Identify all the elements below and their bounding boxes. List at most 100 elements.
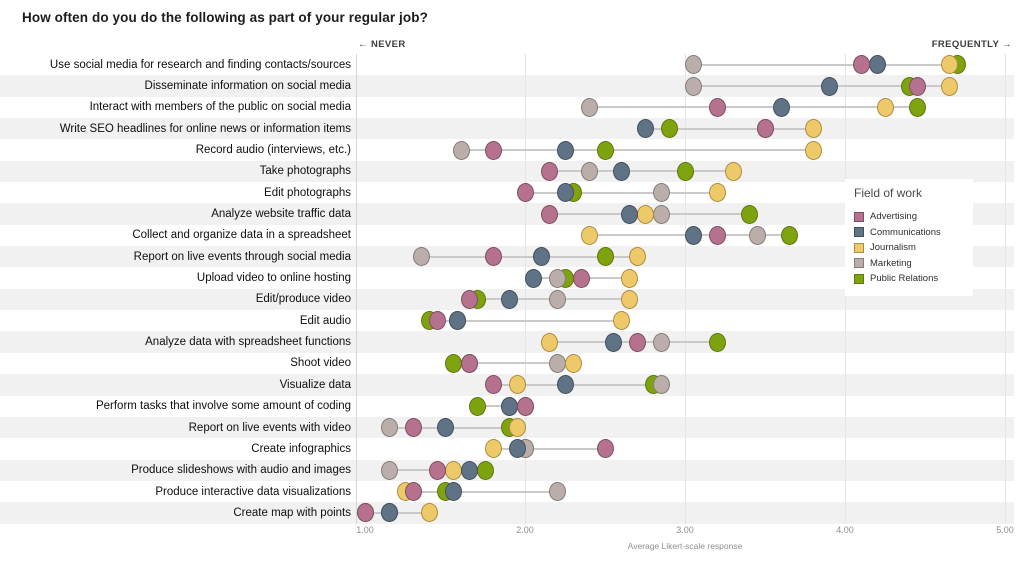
dot-marketing[interactable] <box>548 289 566 309</box>
dot-advertising[interactable] <box>404 482 422 502</box>
dot-communications[interactable] <box>460 460 478 480</box>
dot-communications[interactable] <box>556 140 574 160</box>
dot-marketing[interactable] <box>652 204 670 224</box>
dot-advertising[interactable] <box>428 311 446 331</box>
dot-advertising[interactable] <box>596 439 614 459</box>
dot-advertising[interactable] <box>852 55 870 75</box>
dot-marketing[interactable] <box>548 268 566 288</box>
dot-journalism[interactable] <box>564 353 582 373</box>
dot-advertising[interactable] <box>484 247 502 267</box>
dot-journalism[interactable] <box>636 204 654 224</box>
dot-advertising[interactable] <box>628 332 646 352</box>
legend-item-marketing[interactable]: Marketing <box>854 256 965 272</box>
dot-journalism[interactable] <box>804 140 822 160</box>
dot-journalism[interactable] <box>508 375 526 395</box>
dot-communications[interactable] <box>620 204 638 224</box>
dot-marketing[interactable] <box>580 161 598 181</box>
dot-communications[interactable] <box>772 97 790 117</box>
dot-advertising[interactable] <box>484 375 502 395</box>
dot-communications[interactable] <box>444 482 462 502</box>
dot-journalism[interactable] <box>420 503 438 523</box>
gridline <box>525 224 526 247</box>
dot-journalism[interactable] <box>708 183 726 203</box>
dot-advertising[interactable] <box>756 119 774 139</box>
dot-advertising[interactable] <box>460 353 478 373</box>
dot-advertising[interactable] <box>460 289 478 309</box>
dot-journalism[interactable] <box>540 332 558 352</box>
dot-marketing[interactable] <box>452 140 470 160</box>
dot-advertising[interactable] <box>428 460 446 480</box>
dot-public-relations[interactable] <box>444 353 462 373</box>
dot-communications[interactable] <box>436 418 454 438</box>
dot-communications[interactable] <box>500 289 518 309</box>
dot-journalism[interactable] <box>484 439 502 459</box>
dot-journalism[interactable] <box>628 247 646 267</box>
dot-communications[interactable] <box>532 247 550 267</box>
dot-marketing[interactable] <box>380 418 398 438</box>
dot-journalism[interactable] <box>620 289 638 309</box>
legend-item-journalism[interactable]: Journalism <box>854 240 965 256</box>
dot-journalism[interactable] <box>580 225 598 245</box>
dot-journalism[interactable] <box>444 460 462 480</box>
dot-communications[interactable] <box>868 55 886 75</box>
dot-marketing[interactable] <box>652 332 670 352</box>
dot-journalism[interactable] <box>876 97 894 117</box>
dot-communications[interactable] <box>380 503 398 523</box>
dot-communications[interactable] <box>449 311 467 331</box>
dot-public-relations[interactable] <box>468 396 486 416</box>
dot-journalism[interactable] <box>612 311 630 331</box>
dot-public-relations[interactable] <box>780 225 798 245</box>
dot-journalism[interactable] <box>724 161 742 181</box>
dot-marketing[interactable] <box>580 97 598 117</box>
dot-advertising[interactable] <box>516 396 534 416</box>
dot-public-relations[interactable] <box>476 460 494 480</box>
dot-marketing[interactable] <box>684 76 702 96</box>
dot-journalism[interactable] <box>620 268 638 288</box>
dot-public-relations[interactable] <box>740 204 758 224</box>
dot-communications[interactable] <box>524 268 542 288</box>
dot-communications[interactable] <box>604 332 622 352</box>
dot-communications[interactable] <box>612 161 630 181</box>
dot-advertising[interactable] <box>516 183 534 203</box>
dot-advertising[interactable] <box>708 225 726 245</box>
dot-advertising[interactable] <box>356 503 374 523</box>
dot-marketing[interactable] <box>652 375 670 395</box>
dot-marketing[interactable] <box>380 460 398 480</box>
dot-marketing[interactable] <box>652 183 670 203</box>
axis-line <box>356 459 357 481</box>
dot-communications[interactable] <box>684 225 702 245</box>
dot-journalism[interactable] <box>940 76 958 96</box>
dot-communications[interactable] <box>636 119 654 139</box>
dot-marketing[interactable] <box>548 353 566 373</box>
dot-marketing[interactable] <box>684 55 702 75</box>
dot-journalism[interactable] <box>508 418 526 438</box>
dot-public-relations[interactable] <box>908 97 926 117</box>
dot-advertising[interactable] <box>404 418 422 438</box>
dot-public-relations[interactable] <box>596 247 614 267</box>
dot-advertising[interactable] <box>708 97 726 117</box>
dot-communications[interactable] <box>508 439 526 459</box>
dot-public-relations[interactable] <box>676 161 694 181</box>
dot-advertising[interactable] <box>908 76 926 96</box>
dot-public-relations[interactable] <box>596 140 614 160</box>
dot-communications[interactable] <box>556 375 574 395</box>
dot-marketing[interactable] <box>748 225 766 245</box>
dot-marketing[interactable] <box>548 482 566 502</box>
dot-marketing[interactable] <box>412 247 430 267</box>
dot-public-relations[interactable] <box>708 332 726 352</box>
dot-public-relations[interactable] <box>660 119 678 139</box>
scale-header: ← NEVER FREQUENTLY → <box>0 39 1024 53</box>
dot-advertising[interactable] <box>572 268 590 288</box>
dot-communications[interactable] <box>500 396 518 416</box>
dot-communications[interactable] <box>556 183 574 203</box>
legend-item-communications[interactable]: Communications <box>854 225 965 241</box>
dot-advertising[interactable] <box>540 161 558 181</box>
legend-item-public-relations[interactable]: Public Relations <box>854 271 965 287</box>
legend-item-advertising[interactable]: Advertising <box>854 209 965 225</box>
dot-advertising[interactable] <box>484 140 502 160</box>
dot-journalism[interactable] <box>940 55 958 75</box>
row-label: Shoot video <box>290 357 351 370</box>
dot-journalism[interactable] <box>804 119 822 139</box>
dot-communications[interactable] <box>820 76 838 96</box>
dot-advertising[interactable] <box>540 204 558 224</box>
